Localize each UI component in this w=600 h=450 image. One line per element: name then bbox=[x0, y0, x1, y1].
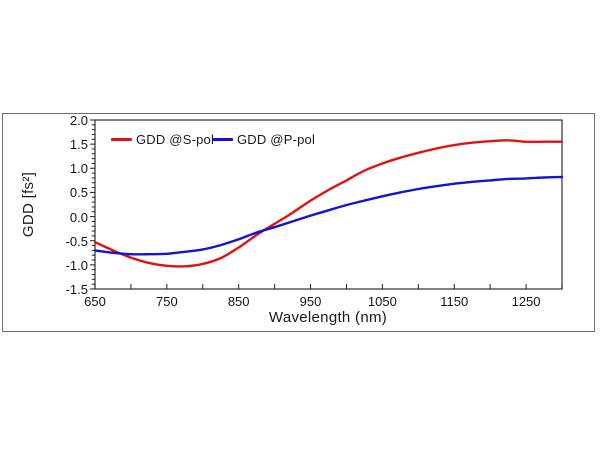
y-tick-label: -1.5 bbox=[65, 282, 88, 297]
y-tick-label: 1.5 bbox=[69, 137, 88, 153]
x-tick-label: 950 bbox=[299, 294, 322, 309]
y-tick-label: -1.0 bbox=[65, 257, 88, 273]
x-tick-label: 1150 bbox=[440, 294, 469, 309]
y-tick-label: 1.0 bbox=[69, 161, 88, 177]
y-tick-label: 0.5 bbox=[69, 185, 88, 201]
x-axis-title: Wavelength (nm) bbox=[268, 309, 388, 326]
plot-area-border bbox=[94, 119, 563, 290]
x-tick-label: 650 bbox=[84, 294, 106, 309]
y-tick-label: 0.0 bbox=[69, 209, 88, 225]
legend-item-s-pol: GDD @S-pol bbox=[111, 132, 214, 147]
x-tick-label: 850 bbox=[227, 294, 250, 309]
y-tick-label: -0.5 bbox=[65, 233, 88, 249]
legend-label-s-pol: GDD @S-pol bbox=[136, 132, 215, 147]
x-tick-label: 1250 bbox=[511, 294, 541, 309]
x-tick-label: 750 bbox=[155, 294, 178, 309]
x-tick-label: 1050 bbox=[367, 294, 397, 309]
p-pol-curve bbox=[93, 175, 564, 256]
figure-border bbox=[2, 113, 595, 332]
legend-item-p-pol: GDD @P-pol bbox=[212, 132, 315, 147]
legend-line-blue-icon bbox=[212, 138, 233, 141]
legend-label-p-pol: GDD @P-pol bbox=[237, 132, 316, 147]
legend-line-red-icon bbox=[111, 138, 132, 141]
y-axis-title: GDD [fs²] bbox=[20, 171, 38, 238]
s-pol-curve bbox=[93, 139, 564, 268]
y-tick-label: 2.0 bbox=[69, 113, 88, 128]
